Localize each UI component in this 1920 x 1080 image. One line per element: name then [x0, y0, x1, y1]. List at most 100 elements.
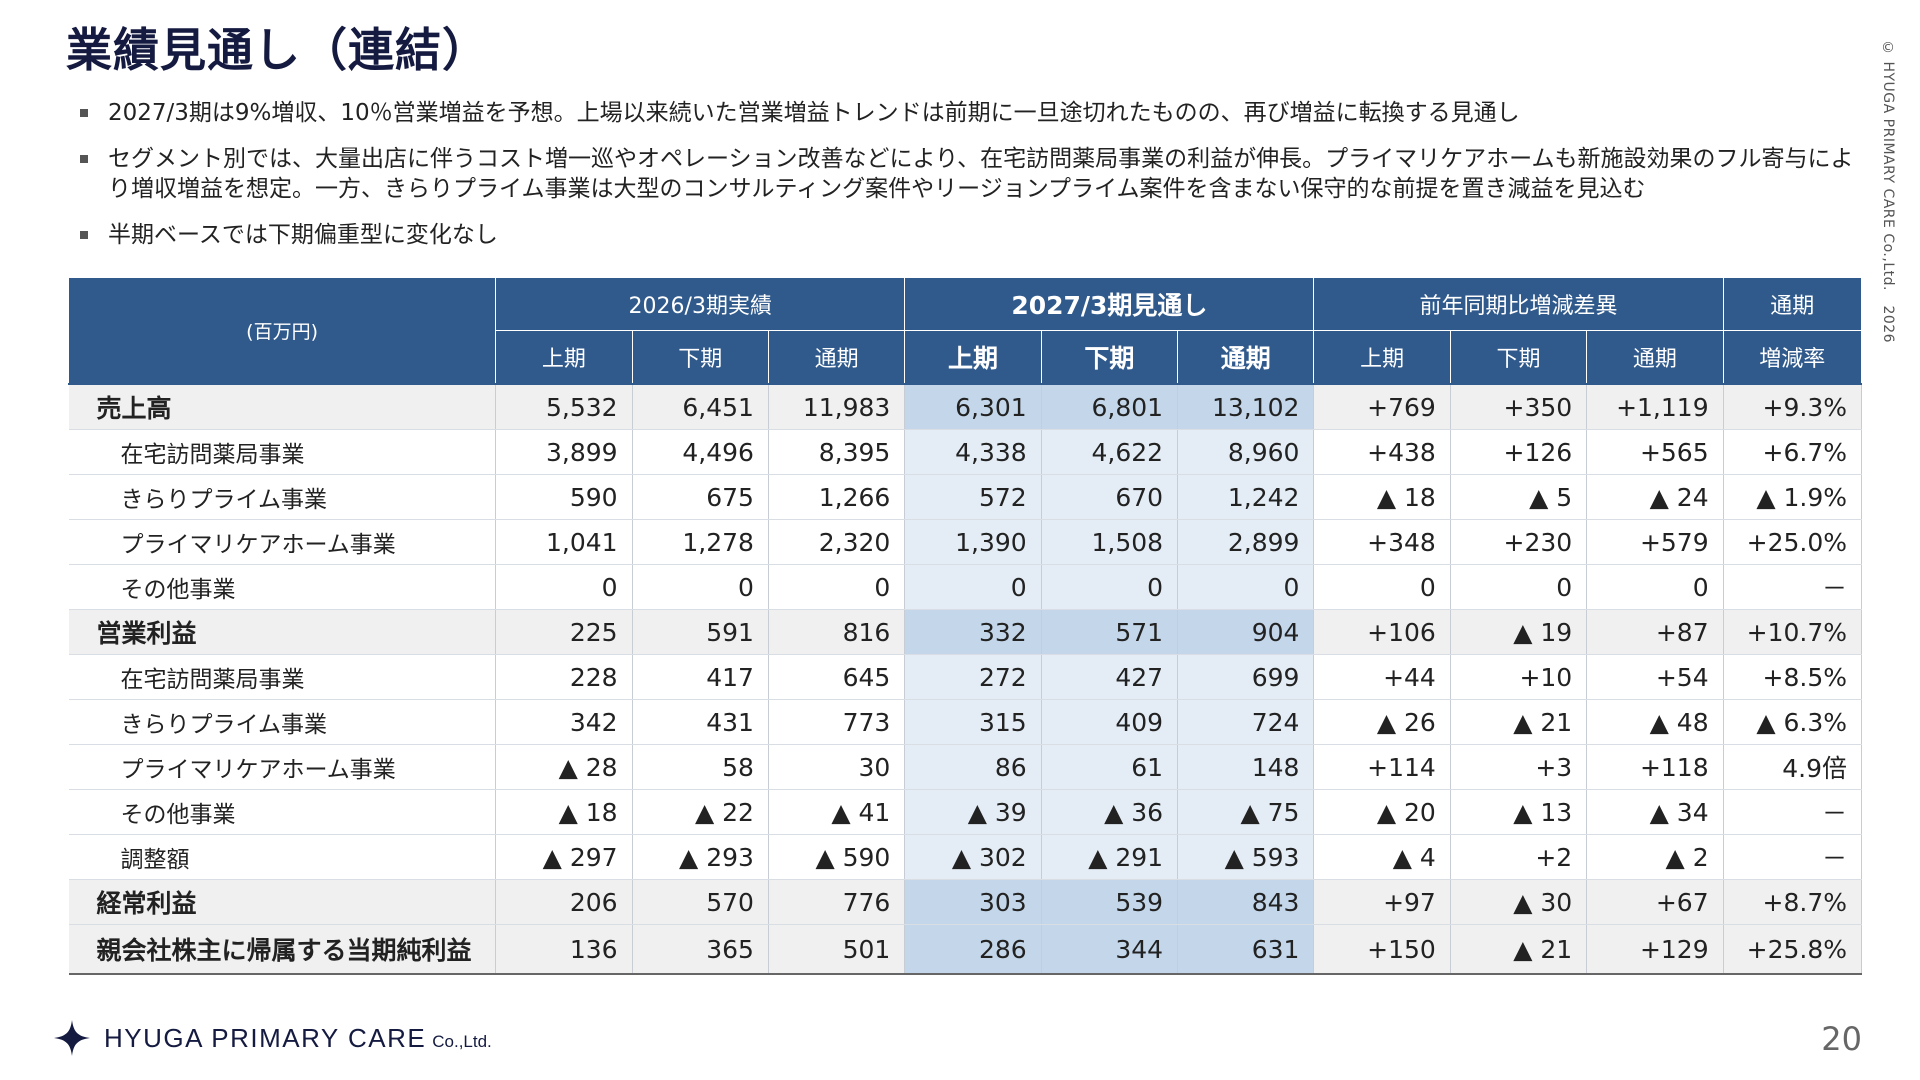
- table-cell: +565: [1586, 429, 1724, 475]
- col-header-h2: 下期: [1449, 330, 1588, 385]
- table-cell: 30: [768, 744, 906, 790]
- page-number: 20: [1821, 1020, 1862, 1058]
- table-cell: ▲ 6.3%: [1723, 699, 1863, 745]
- table-cell: +6.7%: [1723, 429, 1863, 475]
- page-title: 業績見通し（連結）: [66, 23, 489, 77]
- table-cell: ▲ 590: [768, 834, 906, 880]
- earnings-forecast-table: (百万円) 2026/3期実績 2027/3期見通し 前年同期比増減差異 通期 …: [67, 278, 1863, 975]
- group-header-diff: 前年同期比増減差異: [1313, 278, 1724, 331]
- row-label: 在宅訪問薬局事業: [68, 654, 497, 700]
- bullet-text: 半期ベースでは下期偏重型に変化なし: [108, 222, 498, 248]
- table-cell: ▲ 18: [495, 789, 633, 835]
- table-cell: +129: [1586, 924, 1724, 975]
- table-cell: ▲ 34: [1586, 789, 1724, 835]
- table-cell: 286: [904, 924, 1042, 975]
- col-header-h2: 下期: [631, 330, 769, 385]
- group-header-full-year: 通期: [1722, 278, 1863, 331]
- table-cell: ▲ 18: [1313, 474, 1451, 520]
- table-cell: 4,496: [632, 429, 769, 475]
- row-label: きらりプライム事業: [68, 699, 497, 745]
- table-cell: 0: [1041, 564, 1179, 610]
- table-cell: 0: [632, 564, 769, 610]
- table-row: プライマリケアホーム事業 1,041 1,278 2,320 1,390 1,508 2,8…: [68, 519, 1863, 565]
- table-cell: ▲ 30: [1450, 879, 1588, 925]
- table-cell: 2,320: [768, 519, 906, 565]
- table-cell: 1,041: [495, 519, 633, 565]
- table-cell: 417: [632, 654, 769, 700]
- table-row: 在宅訪問薬局事業 3,899 4,496 8,395 4,338 4,622 8,960 +4…: [68, 429, 1863, 475]
- bullet-item: 2027/3期は9%増収、10％営業増益を予想。上場以来続いた営業増益トレンドは…: [78, 98, 1868, 128]
- table-cell: +769: [1313, 383, 1451, 430]
- table-cell: +150: [1313, 924, 1451, 975]
- table-cell: 136: [495, 924, 633, 975]
- table-cell: 0: [768, 564, 906, 610]
- company-logo: HYUGA PRIMARY CARE Co.,Ltd.: [54, 1020, 492, 1056]
- table-cell: 5,532: [495, 383, 633, 430]
- table-cell: 1,278: [632, 519, 769, 565]
- table-cell: ▲ 39: [904, 789, 1042, 835]
- table-cell: 1,508: [1041, 519, 1179, 565]
- four-point-star-icon: [54, 1020, 90, 1056]
- row-label: 経常利益: [68, 879, 497, 925]
- table-cell: 0: [904, 564, 1042, 610]
- row-label: 営業利益: [68, 609, 497, 655]
- table-row: 経常利益 206 570 776 303 539 843 +97 ▲ 30 +67 +8.7%: [68, 879, 1863, 925]
- table-row: その他事業 ▲ 18 ▲ 22 ▲ 41 ▲ 39 ▲ 36 ▲ 75 ▲ 20 ▲ 13 ▲ 3…: [68, 789, 1863, 835]
- table-cell: ▲ 13: [1450, 789, 1588, 835]
- table-cell: 904: [1177, 609, 1315, 655]
- table-cell: 1,266: [768, 474, 906, 520]
- table-cell: +126: [1450, 429, 1588, 475]
- table-cell: +118: [1586, 744, 1724, 790]
- table-cell: 272: [904, 654, 1042, 700]
- table-cell: ▲ 2: [1586, 834, 1724, 880]
- table-cell: 315: [904, 699, 1042, 745]
- table-cell: ▲ 36: [1041, 789, 1179, 835]
- table-cell: 409: [1041, 699, 1179, 745]
- table-cell: 571: [1041, 609, 1179, 655]
- col-header-h2: 下期: [1040, 330, 1179, 385]
- table-cell: 843: [1177, 879, 1315, 925]
- table-cell: +87: [1586, 609, 1724, 655]
- table-cell: +3: [1450, 744, 1588, 790]
- table-cell: 86: [904, 744, 1042, 790]
- table-cell: 0: [1177, 564, 1315, 610]
- table-cell: 13,102: [1177, 383, 1315, 430]
- table-cell: ▲ 5: [1450, 474, 1588, 520]
- table-cell: ▲ 28: [495, 744, 633, 790]
- row-label: 親会社株主に帰属する当期純利益: [68, 924, 497, 975]
- table-row: その他事業 0 0 0 0 0 0 0 0 0 －: [68, 564, 1863, 610]
- table-cell: ▲ 302: [904, 834, 1042, 880]
- copyright-notice: © HYUGA PRIMARY CARE Co.,Ltd. 2026: [1880, 40, 1896, 344]
- table-cell: 8,960: [1177, 429, 1315, 475]
- table-cell: ▲ 21: [1450, 699, 1588, 745]
- table-cell: +10: [1450, 654, 1588, 700]
- table-row: プライマリケアホーム事業 ▲ 28 58 30 86 61 148 +114 +3 +118 4.9…: [68, 744, 1863, 790]
- table-cell: +1,119: [1586, 383, 1724, 430]
- bullet-list: 2027/3期は9%増収、10％営業増益を予想。上場以来続いた営業増益トレンドは…: [78, 98, 1868, 266]
- table-cell: +348: [1313, 519, 1451, 565]
- table-cell: +350: [1450, 383, 1588, 430]
- table-cell: +114: [1313, 744, 1451, 790]
- table-cell: 3,899: [495, 429, 633, 475]
- table-cell: ▲ 75: [1177, 789, 1315, 835]
- table-cell: 11,983: [768, 383, 906, 430]
- table-cell: 225: [495, 609, 633, 655]
- table-cell: 365: [632, 924, 769, 975]
- table-cell: ▲ 1.9%: [1723, 474, 1863, 520]
- table-row: 親会社株主に帰属する当期純利益 136 365 501 286 344 631 +150 ▲ 2…: [68, 924, 1863, 975]
- bullet-text: セグメント別では、大量出店に伴うコスト増一巡やオペレーション改善などにより、在宅…: [108, 146, 1854, 202]
- table-cell: 148: [1177, 744, 1315, 790]
- col-header-h1: 上期: [1313, 330, 1451, 385]
- bullet-item: セグメント別では、大量出店に伴うコスト増一巡やオペレーション改善などにより、在宅…: [78, 144, 1868, 204]
- table-cell: 61: [1041, 744, 1179, 790]
- table-cell: 501: [768, 924, 906, 975]
- table-cell: +25.8%: [1723, 924, 1863, 975]
- table-cell: 342: [495, 699, 633, 745]
- table-cell: +97: [1313, 879, 1451, 925]
- square-bullet-icon: [80, 109, 88, 117]
- group-header-actual: 2026/3期実績: [495, 278, 906, 331]
- table-row: 営業利益 225 591 816 332 571 904 +106 ▲ 19 +87 +10.7%: [68, 609, 1863, 655]
- table-cell: 572: [904, 474, 1042, 520]
- table-cell: ▲ 24: [1586, 474, 1724, 520]
